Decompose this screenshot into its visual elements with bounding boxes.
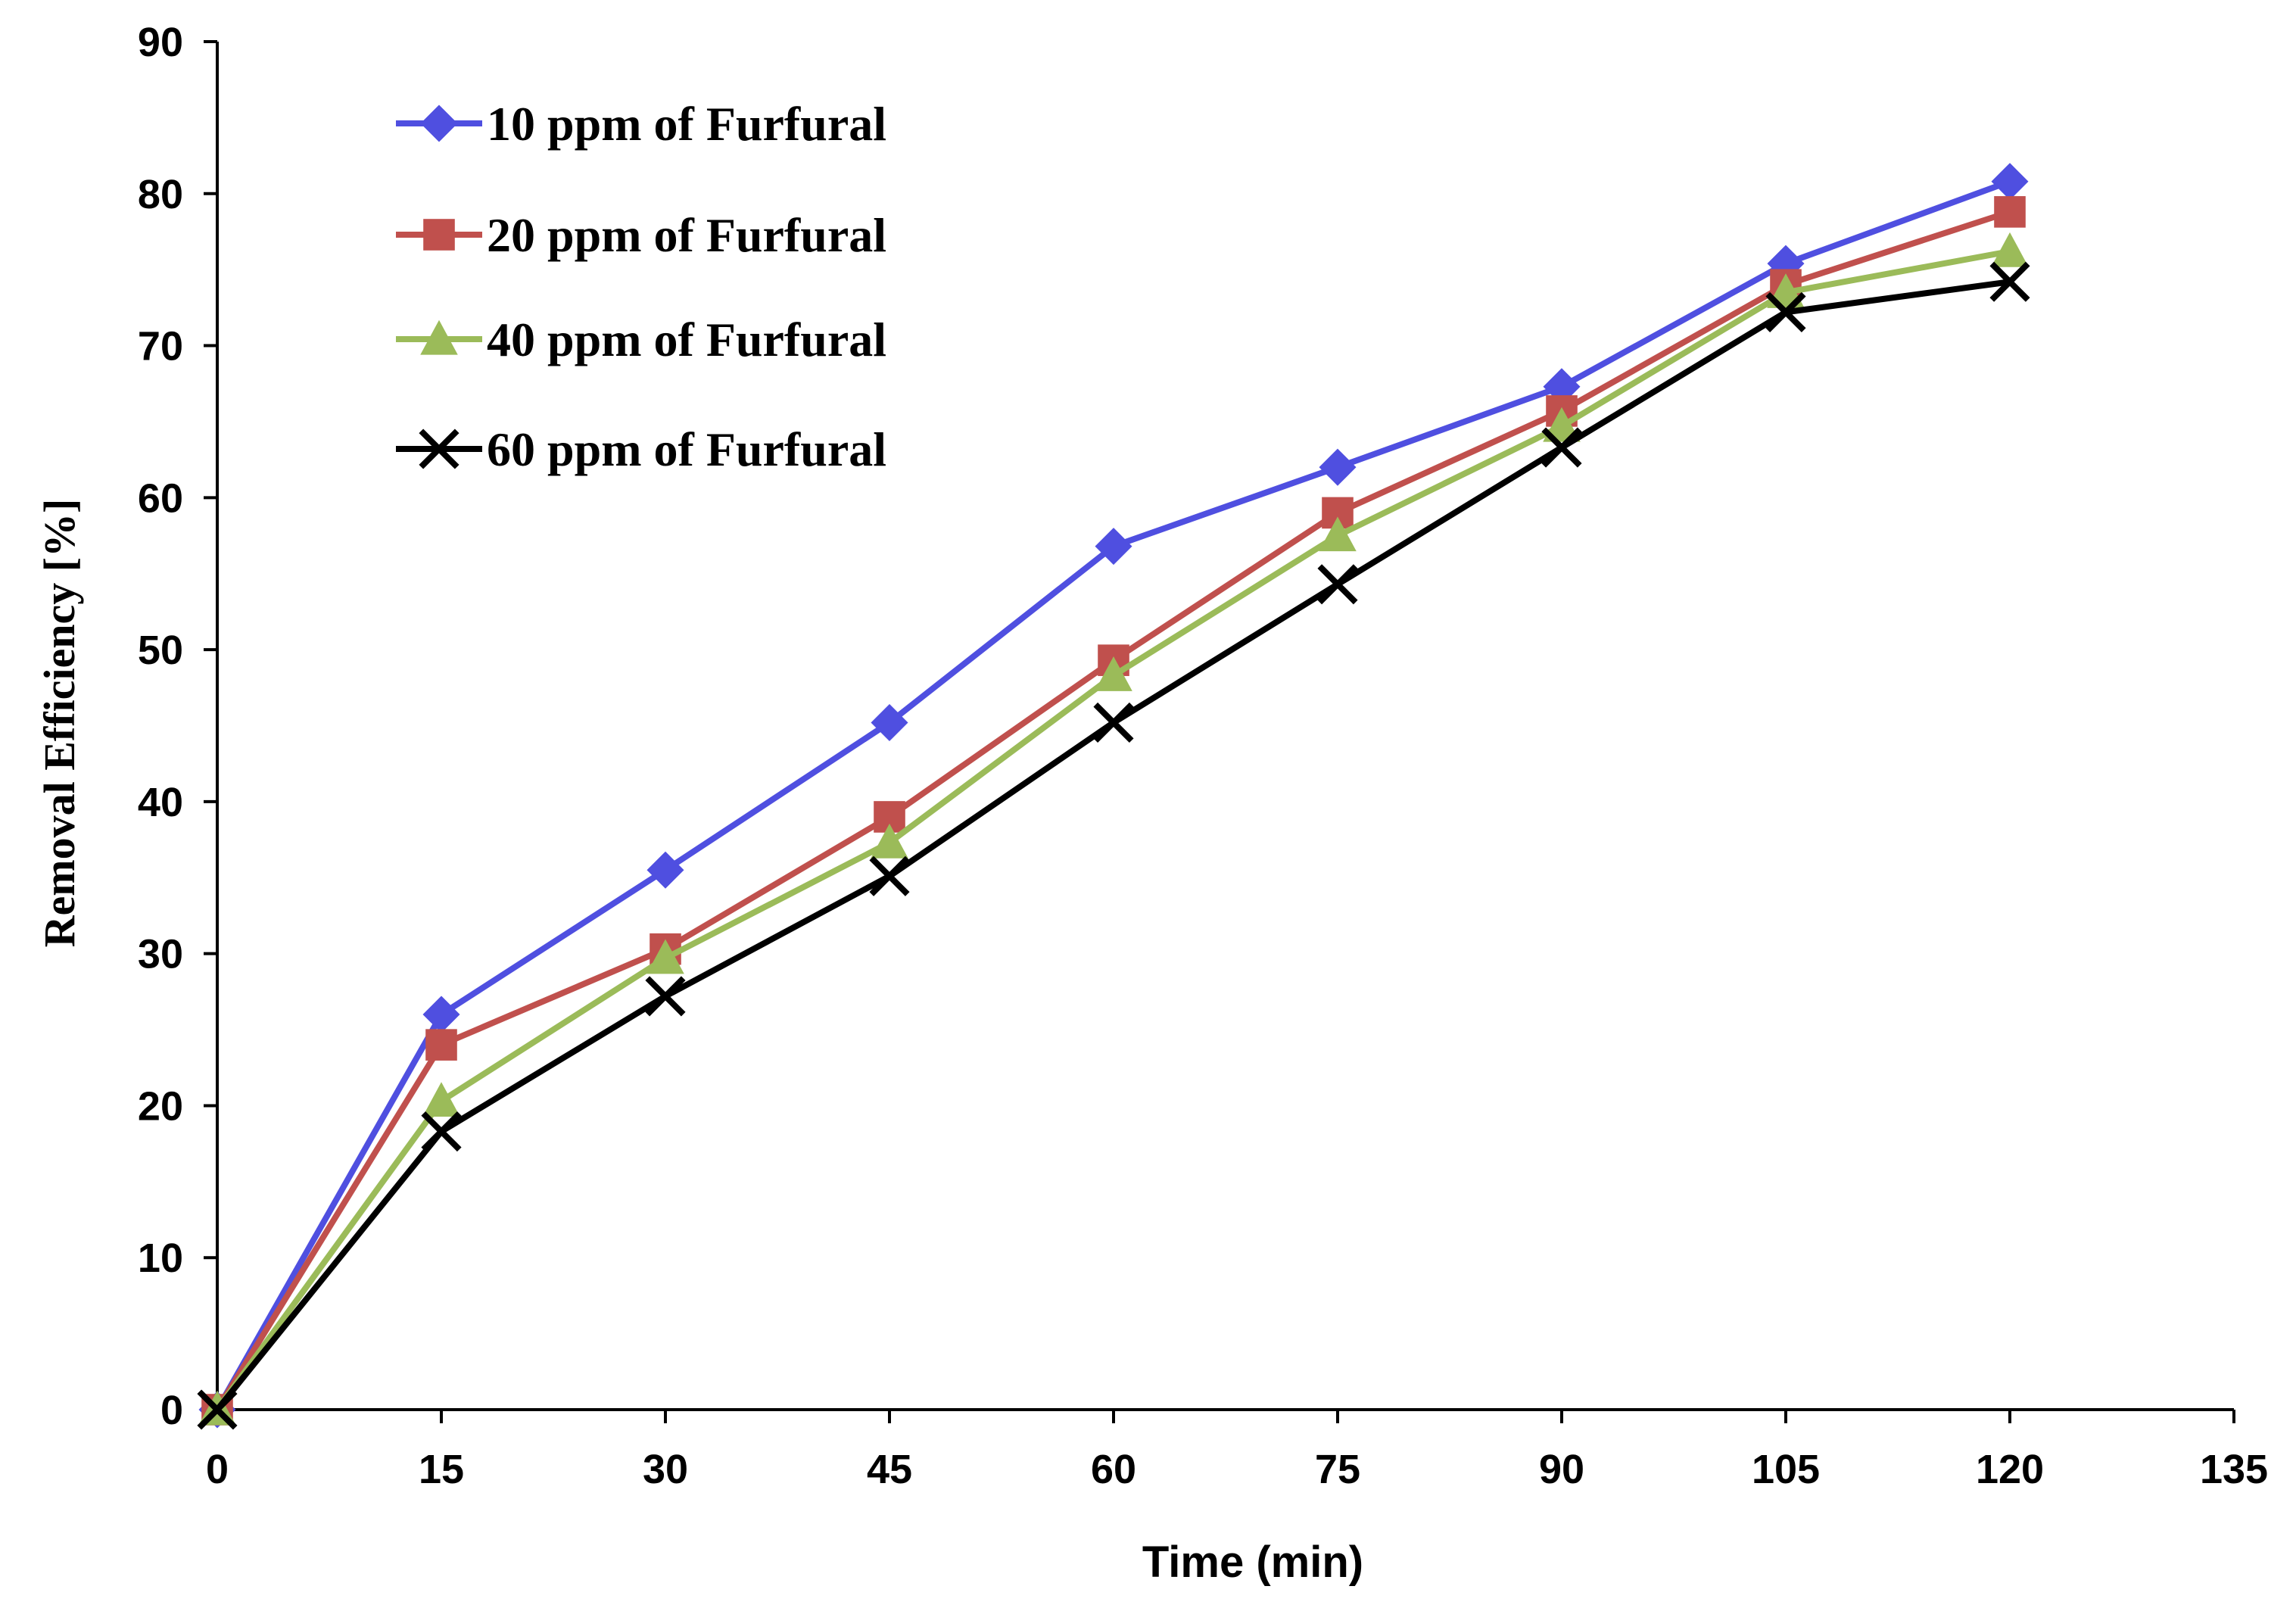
data-point	[425, 1029, 457, 1061]
y-axis-title: Removal Efficiency [%]	[35, 499, 84, 948]
data-point	[1991, 232, 2029, 267]
data-point	[1317, 564, 1358, 605]
axes: 0 10 20 30 40 50 60 70 80 90 0 15 30 45 60 75 90 105 120 13…	[138, 20, 2268, 1492]
legend-label: 10 ppm of Furfural	[487, 97, 886, 151]
y-tick-label: 40	[138, 780, 183, 825]
x-tick-label: 135	[2200, 1447, 2268, 1492]
legend: 10 ppm of Furfural 20 ppm of Furfural 40 p…	[396, 97, 886, 476]
data-point	[646, 851, 684, 889]
legend-marker	[420, 319, 458, 355]
y-tick-label: 80	[138, 172, 183, 217]
x-tick-label: 0	[206, 1447, 229, 1492]
data-point	[197, 1389, 238, 1430]
y-tick-label: 60	[138, 475, 183, 521]
data-point	[1093, 702, 1134, 743]
x-tick-label: 30	[643, 1447, 688, 1492]
x-tick-label: 45	[867, 1447, 912, 1492]
data-point	[871, 823, 908, 859]
y-tick-label: 30	[138, 932, 183, 977]
y-tick-label: 90	[138, 20, 183, 65]
x-tick-label: 120	[1976, 1447, 2044, 1492]
data-point	[1543, 407, 1581, 442]
legend-label: 20 ppm of Furfural	[487, 208, 886, 262]
x-tick-label: 90	[1539, 1447, 1584, 1492]
data-point	[1541, 427, 1582, 468]
y-tick-label: 20	[138, 1083, 183, 1129]
y-tick-label: 70	[138, 324, 183, 369]
series-layer	[197, 163, 2030, 1430]
data-point	[1095, 656, 1132, 691]
data-point	[1095, 528, 1132, 566]
data-point	[1765, 291, 1806, 332]
data-point	[869, 855, 910, 896]
legend-entry: 20 ppm of Furfural	[396, 208, 886, 262]
data-point	[422, 1082, 460, 1117]
x-tick-label: 60	[1091, 1447, 1136, 1492]
data-point	[1319, 516, 1357, 552]
data-point	[1991, 163, 2029, 201]
legend-entry: 40 ppm of Furfural	[396, 313, 886, 366]
legend-marker	[423, 219, 455, 251]
data-point	[1319, 448, 1357, 486]
y-tick-label: 50	[138, 628, 183, 673]
y-tick-label: 10	[138, 1236, 183, 1281]
data-point	[871, 703, 908, 741]
data-point	[422, 996, 460, 1033]
data-point	[1994, 196, 2026, 228]
data-point	[645, 976, 686, 1017]
series-2	[201, 196, 2026, 1426]
series-line	[214, 209, 2011, 1412]
legend-entry: 10 ppm of Furfural	[396, 97, 886, 151]
legend-marker	[419, 428, 460, 469]
series-4	[197, 261, 2030, 1430]
x-tick-label: 75	[1315, 1447, 1360, 1492]
legend-label: 40 ppm of Furfural	[487, 313, 886, 366]
series-3	[198, 232, 2029, 1426]
legend-label: 60 ppm of Furfural	[487, 422, 886, 476]
legend-marker	[420, 104, 458, 142]
data-point	[646, 939, 684, 974]
legend-entry: 60 ppm of Furfural	[396, 422, 886, 476]
y-tick-label: 0	[160, 1388, 183, 1433]
series-1	[198, 163, 2029, 1429]
x-axis-title: Time (min)	[1142, 1538, 1363, 1587]
x-tick-label: 15	[419, 1447, 464, 1492]
data-point	[1989, 261, 2030, 302]
x-tick-label: 105	[1752, 1447, 1820, 1492]
data-point	[421, 1111, 462, 1152]
